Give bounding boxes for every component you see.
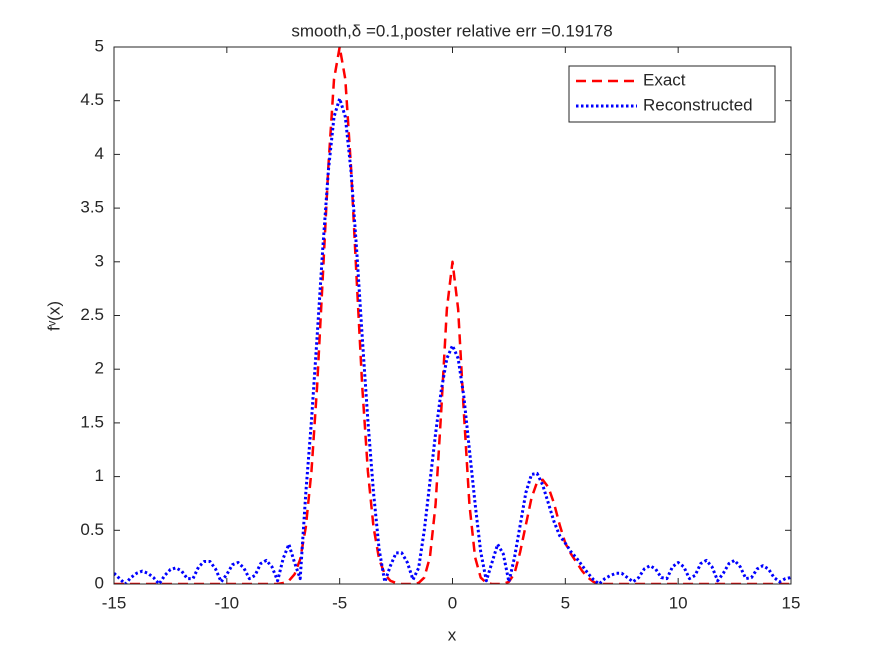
legend-box [568, 65, 776, 123]
x-axis-label: x [448, 625, 457, 644]
plot-lines [114, 45, 791, 584]
x-tick-label: 5 [561, 593, 570, 612]
axes-box [113, 46, 792, 585]
y-tick-label: 3.5 [80, 198, 104, 217]
y-tick-label: 2.5 [80, 305, 104, 324]
y-tick-label: 2 [95, 359, 104, 378]
data-line [114, 45, 791, 584]
y-tick-label: 0 [95, 573, 104, 592]
x-tick-label: 10 [669, 593, 688, 612]
data-line [114, 97, 791, 584]
y-tick-label: 1 [95, 466, 104, 485]
y-tick-label: 1.5 [80, 412, 104, 431]
x-tick-label: -10 [215, 593, 240, 612]
y-tick-label: 5 [95, 36, 104, 55]
legend-label: Exact [643, 70, 686, 89]
y-tick-label: 4 [95, 144, 104, 163]
x-tick-label: 15 [782, 593, 801, 612]
x-tick-label: -5 [332, 593, 347, 612]
x-tick-label: 0 [448, 593, 457, 612]
y-tick-label: 0.5 [80, 520, 104, 539]
y-axis-label: fᵛ(x) [44, 301, 63, 331]
y-tick-label: 3 [95, 251, 104, 270]
x-tick-label: -15 [102, 593, 127, 612]
chart-title: smooth,δ =0.1,poster relative err =0.191… [291, 21, 612, 40]
legend-label: Reconstructed [643, 95, 753, 114]
y-tick-label: 4.5 [80, 90, 104, 109]
